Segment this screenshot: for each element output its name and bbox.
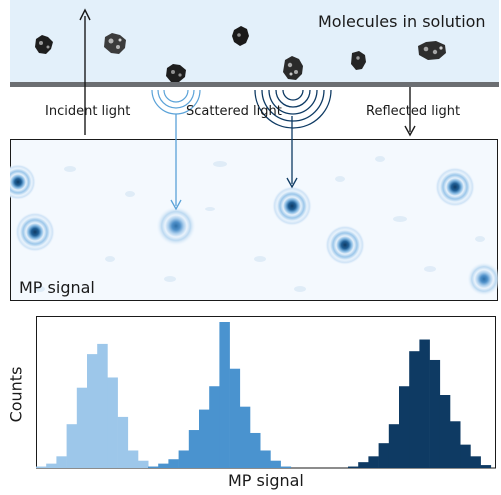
particle-spot — [272, 186, 312, 226]
histogram-ylabel: Counts — [6, 366, 26, 423]
incident-light-arrow — [79, 8, 91, 135]
histogram-bar — [388, 424, 400, 468]
scattered-arrow-dark — [286, 116, 298, 189]
histogram-bar — [399, 386, 410, 468]
particle-spot — [15, 212, 55, 252]
molecule-icon — [418, 41, 446, 60]
scattered-light-label: Scattered light — [186, 104, 282, 119]
histogram-bar — [219, 322, 230, 468]
histogram-bar — [178, 450, 190, 468]
reflected-light-arrow — [404, 87, 416, 137]
histogram-bar — [378, 443, 390, 468]
molecule-icon — [166, 64, 186, 82]
histogram-bar — [56, 456, 67, 468]
histogram-bar — [188, 430, 200, 468]
particle-spot — [10, 164, 36, 200]
histogram-bar — [97, 343, 108, 468]
molecules-layer — [35, 8, 446, 137]
histogram-bar — [229, 368, 241, 468]
histogram-bar — [358, 462, 369, 468]
histogram-bar — [199, 409, 210, 468]
histogram-bar — [148, 466, 159, 468]
histogram-bar — [450, 421, 461, 468]
incident-light-label: Incident light — [45, 104, 131, 119]
particle-spot — [435, 167, 475, 207]
solution-region — [10, 0, 499, 82]
molecule-icon — [104, 33, 126, 54]
histogram-bar — [429, 359, 441, 468]
solution-title: Molecules in solution — [318, 12, 486, 31]
scattered-arrow-light — [170, 114, 182, 211]
particle-spot — [156, 206, 196, 246]
particle-spot — [325, 225, 365, 265]
histogram-bar — [368, 456, 379, 468]
signal-arrows — [170, 114, 298, 211]
histogram-bar — [66, 424, 78, 468]
histogram-bar — [260, 450, 271, 468]
molecule-icon — [351, 51, 366, 70]
particle-spot — [467, 262, 498, 296]
histogram-bar — [239, 406, 251, 468]
histogram-bar — [117, 416, 129, 468]
histogram-bar — [36, 466, 47, 468]
molecule-icon — [35, 35, 53, 54]
histogram-bar — [168, 459, 179, 468]
histogram-plot — [36, 316, 496, 469]
histogram-bar — [209, 386, 220, 468]
histogram-bar — [409, 351, 420, 468]
histogram-bar — [87, 354, 98, 468]
histogram-bar — [419, 339, 430, 468]
molecule-icon — [283, 56, 303, 80]
scattered-wave-small — [151, 89, 201, 115]
scattered-wave-large — [254, 89, 332, 129]
histogram-bar — [470, 456, 481, 468]
histogram-xlabel: MP signal — [228, 471, 304, 490]
histogram-bar — [270, 460, 281, 468]
histogram-bar — [46, 463, 57, 468]
histogram-bar — [76, 387, 88, 468]
histogram-bar — [480, 465, 492, 468]
histogram-bar — [107, 377, 118, 468]
mp-signal-label: MP signal — [19, 278, 95, 297]
mp-signal-panel — [10, 139, 498, 301]
histogram-bar — [439, 395, 451, 468]
histogram-bar — [127, 450, 139, 468]
histogram-bar — [348, 466, 359, 468]
molecule-icon — [232, 26, 249, 46]
glass-surface — [10, 82, 499, 87]
reflected-light-label: Reflected light — [366, 104, 461, 119]
histogram-bar — [460, 444, 471, 468]
histogram-bar — [138, 460, 149, 468]
histogram-bar — [158, 463, 169, 468]
histogram-bar — [280, 466, 292, 468]
histogram-bar — [250, 432, 261, 468]
